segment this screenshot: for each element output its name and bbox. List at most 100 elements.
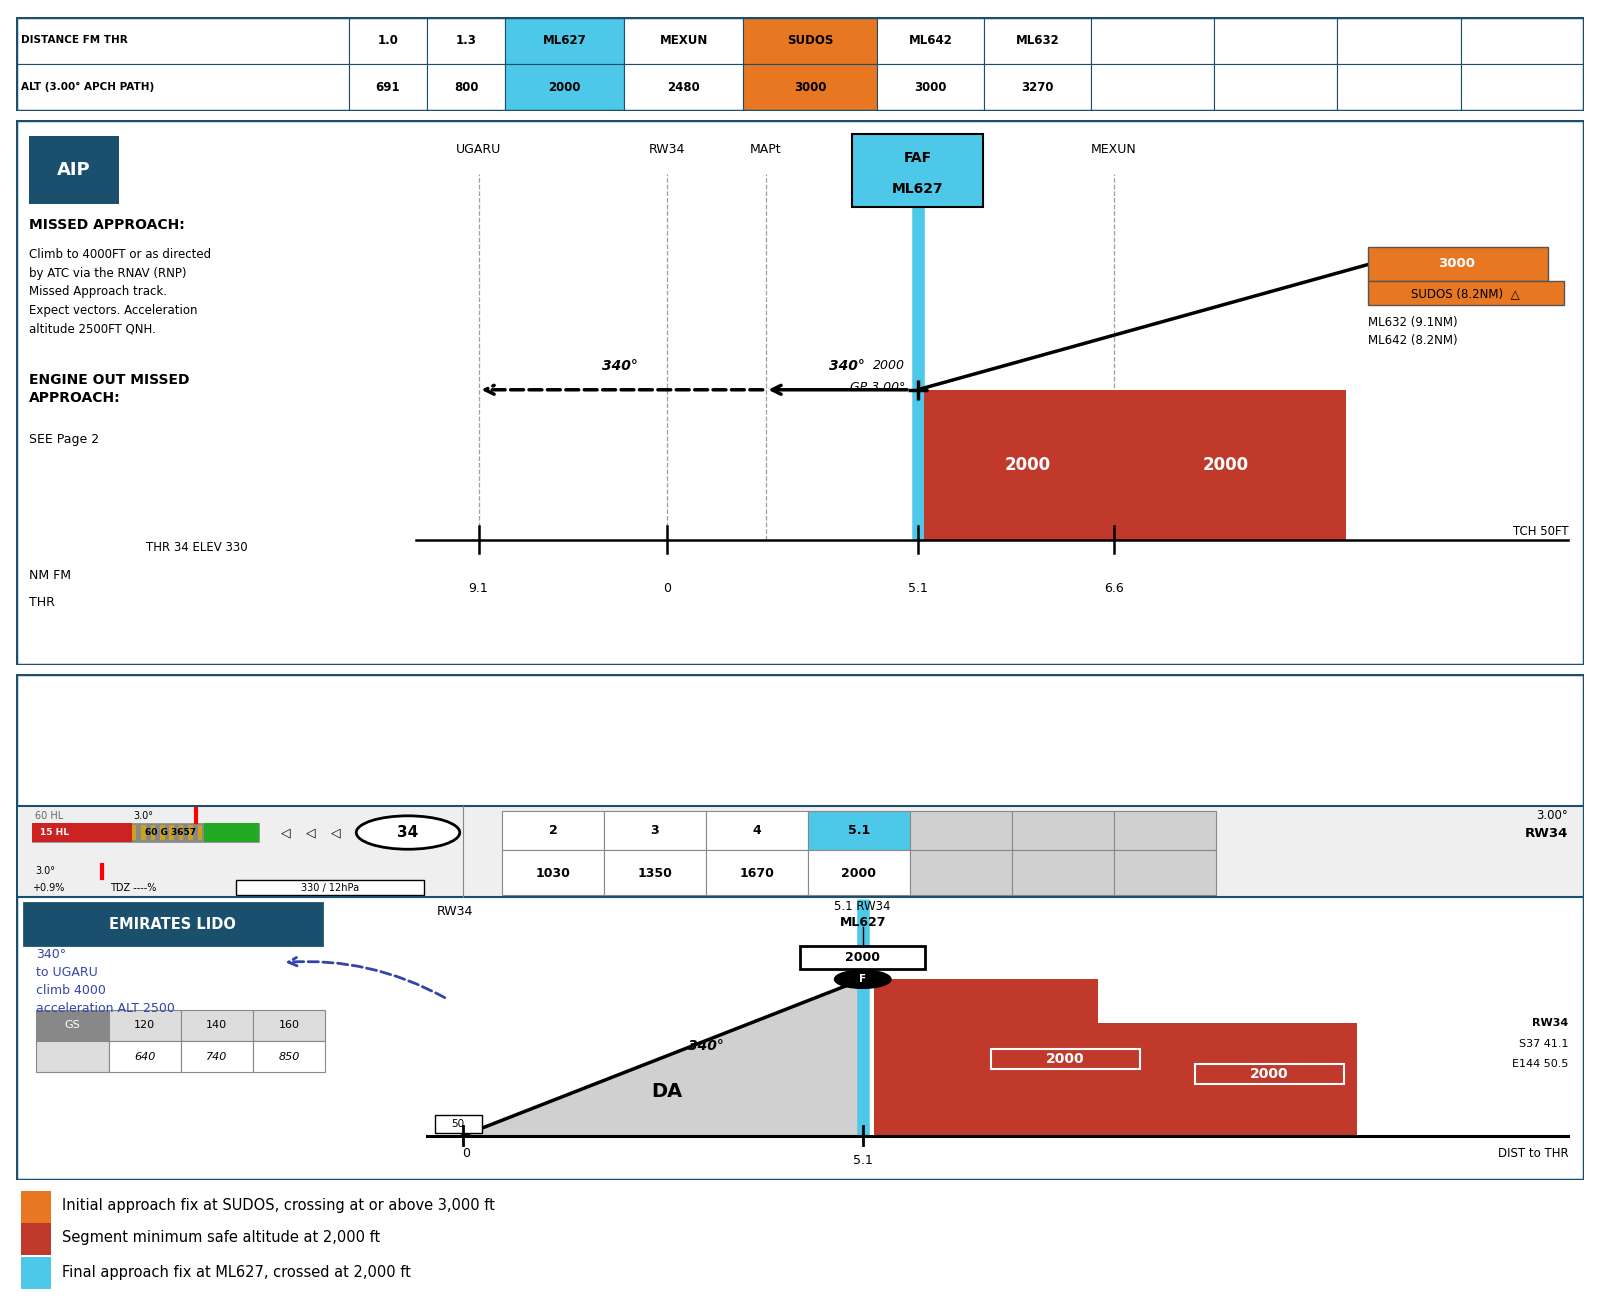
Text: 3.00°: 3.00° <box>1536 810 1568 823</box>
Text: 2000: 2000 <box>1203 455 1248 473</box>
Text: to UGARU: to UGARU <box>37 966 98 979</box>
Bar <box>16 64 349 111</box>
Bar <box>16 17 349 64</box>
Bar <box>877 17 984 64</box>
Bar <box>235 880 424 896</box>
Text: RW34: RW34 <box>437 905 474 918</box>
Bar <box>109 1009 181 1041</box>
Bar <box>923 390 1106 540</box>
Text: 120: 120 <box>134 1020 155 1030</box>
Text: SUDOS: SUDOS <box>787 34 834 47</box>
Text: Initial approach fix at SUDOS, crossing at or above 3,000 ft: Initial approach fix at SUDOS, crossing … <box>61 1198 494 1214</box>
Text: 2000: 2000 <box>845 951 880 964</box>
Text: ◁: ◁ <box>282 825 291 838</box>
Bar <box>435 1115 482 1133</box>
Text: 3000: 3000 <box>1438 257 1475 270</box>
Text: ML632: ML632 <box>1016 34 1059 47</box>
Text: MAPt: MAPt <box>750 143 781 156</box>
Bar <box>874 979 1098 1136</box>
Bar <box>150 825 155 840</box>
Bar <box>1368 246 1547 280</box>
Bar <box>253 1009 325 1041</box>
Text: RW34: RW34 <box>1533 1018 1568 1029</box>
Bar <box>1368 280 1563 305</box>
Text: 3000: 3000 <box>914 81 947 94</box>
Text: 34: 34 <box>397 825 419 840</box>
Bar <box>181 1041 253 1072</box>
Bar <box>1098 1024 1357 1136</box>
Text: Final approach fix at ML627, crossed at 2,000 ft: Final approach fix at ML627, crossed at … <box>61 1265 411 1279</box>
Bar <box>21 1257 51 1290</box>
Text: 5.1: 5.1 <box>853 1154 872 1167</box>
Bar <box>1011 850 1114 896</box>
Text: 60 G 3657: 60 G 3657 <box>146 828 197 837</box>
Bar <box>205 823 259 842</box>
Text: ML642 (8.2NM): ML642 (8.2NM) <box>1368 334 1458 347</box>
Text: AIP: AIP <box>58 162 91 179</box>
Bar <box>506 64 624 111</box>
Text: 6.6: 6.6 <box>1104 582 1123 595</box>
Bar <box>37 1041 109 1072</box>
Text: GP 3.00°: GP 3.00° <box>850 381 906 394</box>
Text: 140: 140 <box>206 1020 227 1030</box>
Bar <box>349 17 427 64</box>
Text: 0: 0 <box>662 582 670 595</box>
Text: 50: 50 <box>451 1119 464 1129</box>
Text: 3.0°: 3.0° <box>134 811 154 820</box>
Bar <box>189 825 194 840</box>
Text: 2: 2 <box>549 824 557 837</box>
Text: ◁: ◁ <box>306 825 315 838</box>
Bar <box>179 825 184 840</box>
Bar <box>21 1223 51 1254</box>
Bar <box>984 17 1091 64</box>
Bar <box>1338 17 1461 64</box>
Bar <box>141 825 146 840</box>
Text: ENGINE OUT MISSED
APPROACH:: ENGINE OUT MISSED APPROACH: <box>29 373 189 404</box>
Bar <box>624 64 744 111</box>
Bar <box>605 811 706 850</box>
Bar <box>1091 64 1214 111</box>
Bar <box>910 811 1011 850</box>
Text: 1.3: 1.3 <box>456 34 477 47</box>
Bar <box>808 850 910 896</box>
Text: RW34: RW34 <box>648 143 685 156</box>
Bar <box>427 17 506 64</box>
Text: DISTANCE FM THR: DISTANCE FM THR <box>21 35 128 46</box>
Text: Climb to 4000FT or as directed
by ATC via the RNAV (RNP)
Missed Approach track.
: Climb to 4000FT or as directed by ATC vi… <box>29 248 211 335</box>
Circle shape <box>357 816 459 849</box>
Text: +0.9%: +0.9% <box>32 883 64 893</box>
Text: 340°: 340° <box>688 1039 723 1054</box>
Bar <box>744 17 877 64</box>
Text: EMIRATES LIDO: EMIRATES LIDO <box>109 917 237 931</box>
Bar <box>1106 390 1346 540</box>
Text: ML642: ML642 <box>909 34 952 47</box>
Text: 3.0°: 3.0° <box>35 866 54 876</box>
Text: 3270: 3270 <box>1021 81 1054 94</box>
Bar <box>253 1041 325 1072</box>
Text: E144 50.5: E144 50.5 <box>1512 1059 1568 1069</box>
Text: 2000: 2000 <box>1005 455 1051 473</box>
Text: 1.0: 1.0 <box>378 34 398 47</box>
Text: MEXUN: MEXUN <box>659 34 709 47</box>
Bar <box>197 825 202 840</box>
Bar <box>1214 17 1338 64</box>
Bar <box>1091 17 1214 64</box>
Bar <box>851 133 984 207</box>
Text: 1030: 1030 <box>536 866 571 879</box>
Text: 800: 800 <box>454 81 478 94</box>
Bar <box>502 850 605 896</box>
Bar <box>427 64 506 111</box>
Bar <box>808 811 910 850</box>
Bar <box>605 850 706 896</box>
Text: ML627: ML627 <box>891 183 944 196</box>
Text: ALT (3.00° APCH PATH): ALT (3.00° APCH PATH) <box>21 82 154 93</box>
Text: 850: 850 <box>278 1051 299 1061</box>
Bar <box>984 64 1091 111</box>
Text: GS: GS <box>64 1020 80 1030</box>
Bar <box>877 64 984 111</box>
Text: 640: 640 <box>134 1051 155 1061</box>
Bar <box>131 825 136 840</box>
Text: 2000: 2000 <box>549 81 581 94</box>
Bar <box>21 1191 51 1223</box>
Bar <box>37 1009 109 1041</box>
